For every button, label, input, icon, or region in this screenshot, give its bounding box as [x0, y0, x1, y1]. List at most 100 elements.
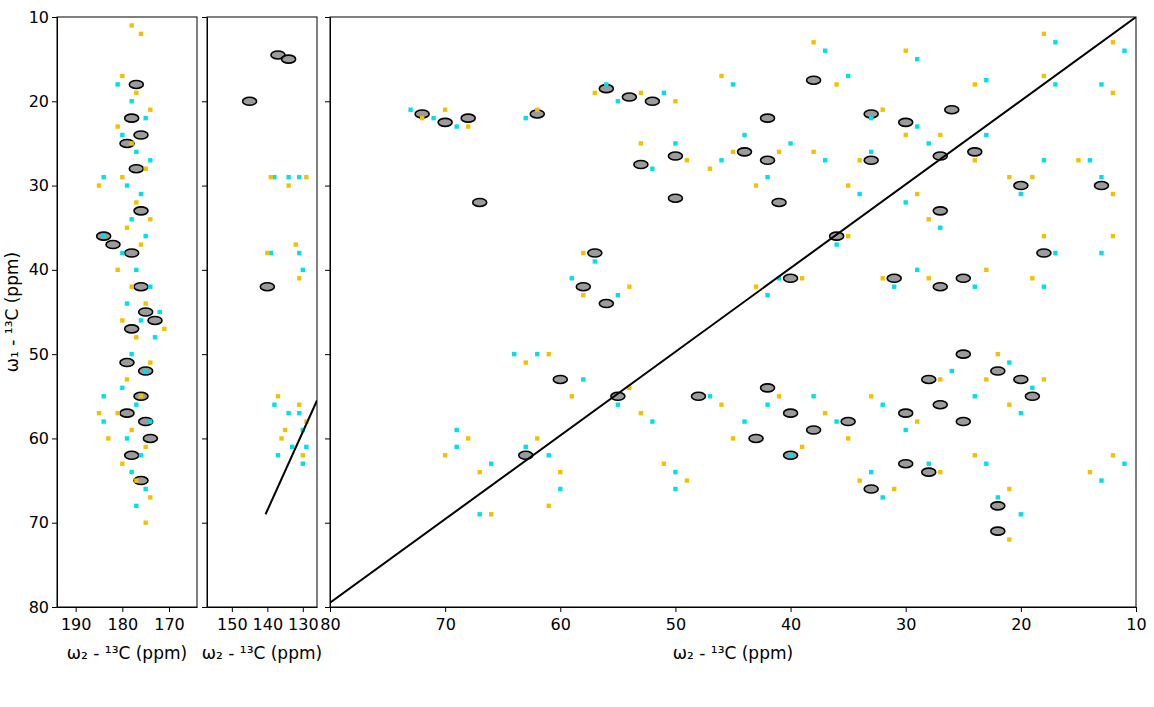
contour-peak — [134, 131, 148, 139]
predicted-peak — [139, 192, 143, 196]
predicted-peak — [143, 116, 147, 120]
y-tick-label: 70 — [29, 513, 49, 532]
predicted-peak — [570, 276, 574, 280]
predicted-peak — [139, 242, 143, 246]
predicted-peak — [134, 504, 138, 508]
predicted-peak — [938, 377, 942, 381]
predicted-peak — [120, 175, 124, 179]
y-tick-mark — [325, 17, 330, 18]
predicted-peak — [777, 394, 781, 398]
predicted-peak — [984, 78, 988, 82]
y-tick: 80 — [29, 598, 57, 617]
contour-peak — [599, 300, 613, 308]
predicted-peak — [1030, 386, 1034, 390]
predicted-peak — [129, 99, 133, 103]
predicted-peak — [297, 175, 301, 179]
predicted-peak — [1122, 49, 1126, 53]
y-tick — [325, 438, 330, 439]
y-tick — [325, 186, 330, 187]
y-tick-mark — [202, 101, 207, 102]
x-tick: 80 — [320, 607, 340, 634]
contour-peak — [148, 316, 162, 324]
contour-peak — [125, 249, 139, 257]
predicted-peak — [535, 352, 539, 356]
predicted-peak — [973, 394, 977, 398]
predicted-peak — [834, 419, 838, 423]
predicted-peak — [754, 285, 758, 289]
plot-area — [243, 51, 317, 514]
y-tick-mark — [325, 523, 330, 524]
plot-area — [330, 17, 1136, 603]
predicted-peak — [880, 108, 884, 112]
predicted-peak — [593, 259, 597, 263]
contour-peak — [553, 375, 567, 383]
predicted-peak — [120, 251, 124, 255]
contour-peak — [576, 283, 590, 291]
x-tick: 40 — [781, 607, 801, 634]
y-axis-line — [207, 18, 208, 608]
panel: 8070605040302010ω₂ - ¹³C (ppm) — [320, 17, 1146, 663]
predicted-peak — [1042, 285, 1046, 289]
contour-peak — [933, 283, 947, 291]
predicted-peak — [570, 394, 574, 398]
predicted-peak — [106, 436, 110, 440]
x-axis: 8070605040302010 — [320, 607, 1146, 634]
x-tick-label: 80 — [320, 615, 340, 634]
predicted-peak — [97, 411, 101, 415]
predicted-peak — [731, 436, 735, 440]
predicted-peak — [1007, 487, 1011, 491]
contour-peak — [933, 207, 947, 215]
predicted-peak — [1099, 251, 1103, 255]
predicted-peak — [800, 445, 804, 449]
predicted-peak — [115, 82, 119, 86]
predicted-peak — [1088, 158, 1092, 162]
predicted-peak — [765, 403, 769, 407]
contour-peak — [784, 451, 798, 459]
predicted-peak — [1042, 158, 1046, 162]
contour-peak — [784, 274, 798, 282]
x-tick-mark — [122, 607, 123, 612]
predicted-peak — [685, 158, 689, 162]
y-tick — [202, 101, 207, 102]
predicted-peak — [431, 116, 435, 120]
contour-peak — [761, 114, 775, 122]
x-tick-mark — [303, 607, 304, 612]
predicted-peak — [101, 419, 105, 423]
contour-peak — [1025, 392, 1039, 400]
contour-peak — [129, 165, 143, 173]
predicted-peak — [869, 116, 873, 120]
contour-peak — [807, 76, 821, 84]
contour-peak — [956, 274, 970, 282]
predicted-peak — [524, 116, 528, 120]
predicted-peak — [120, 462, 124, 466]
x-axis-title: ω₂ - ¹³C (ppm) — [202, 643, 322, 663]
predicted-peak — [616, 293, 620, 297]
predicted-peak — [115, 124, 119, 128]
predicted-peak — [915, 124, 919, 128]
y-tick — [202, 17, 207, 18]
contour-peak — [125, 114, 139, 122]
y-tick-mark — [202, 523, 207, 524]
y-tick-mark — [325, 438, 330, 439]
predicted-peak — [125, 377, 129, 381]
y-tick — [202, 354, 207, 355]
predicted-peak — [134, 335, 138, 339]
contour-peak — [125, 325, 139, 333]
x-tick: 130 — [288, 607, 319, 634]
predicted-peak — [811, 394, 815, 398]
y-tick-label: 80 — [29, 598, 49, 617]
predicted-peak — [129, 352, 133, 356]
predicted-peak — [129, 217, 133, 221]
predicted-peak — [139, 394, 143, 398]
predicted-peak — [148, 158, 152, 162]
predicted-peak — [904, 133, 908, 137]
x-tick: 10 — [1126, 607, 1146, 634]
predicted-peak — [719, 158, 723, 162]
contour-peak — [634, 161, 648, 169]
y-tick: 70 — [29, 513, 57, 532]
predicted-peak — [139, 32, 143, 36]
y-tick — [325, 101, 330, 102]
plot-frame — [207, 17, 317, 607]
predicted-peak — [148, 108, 152, 112]
x-tick-label: 180 — [108, 615, 139, 634]
